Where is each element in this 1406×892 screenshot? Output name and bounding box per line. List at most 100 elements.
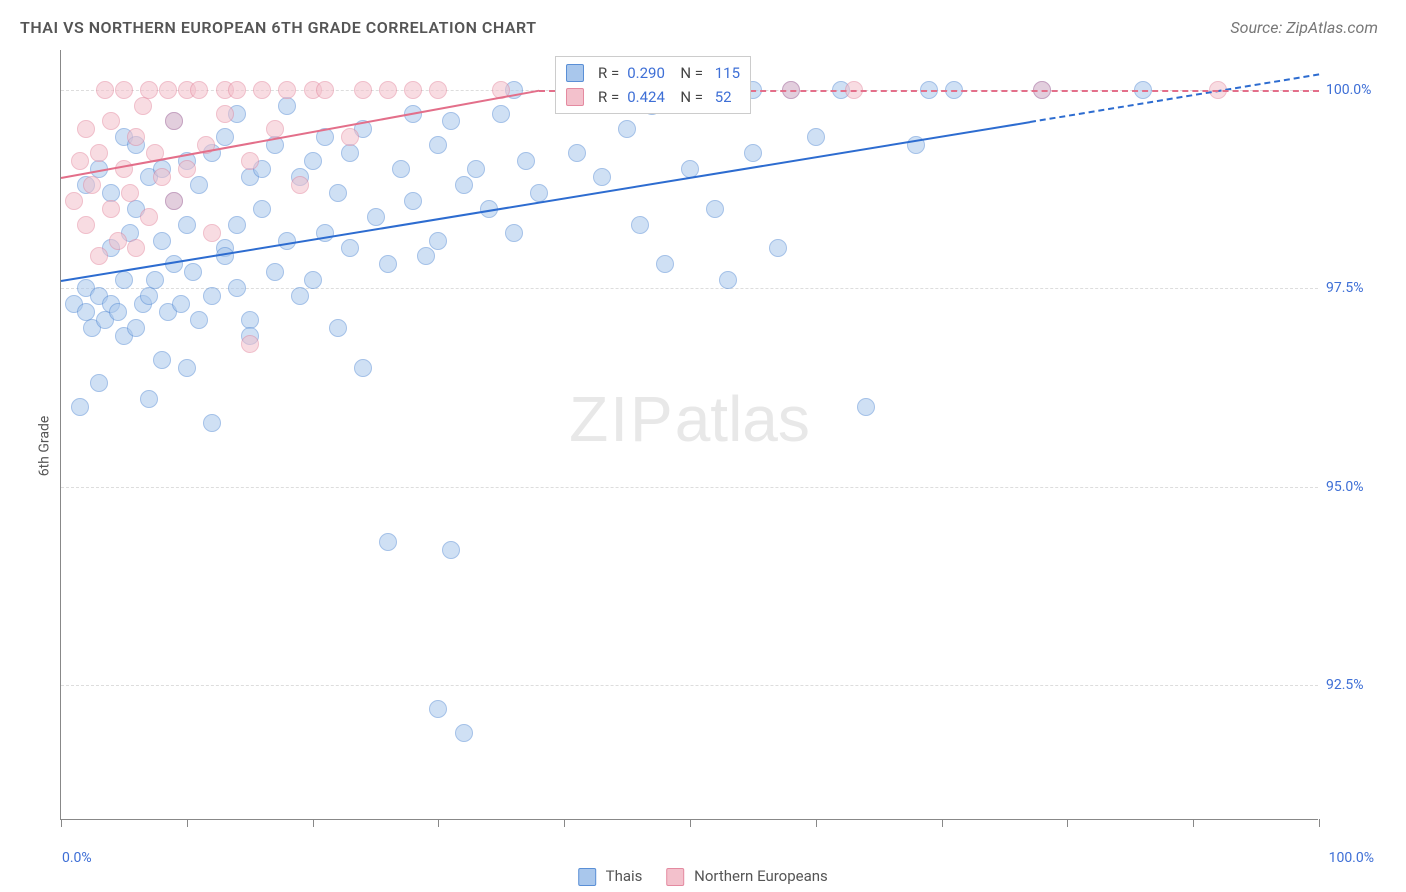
x-tick	[1193, 819, 1194, 827]
data-point	[65, 192, 83, 210]
data-point	[140, 390, 158, 408]
data-point	[442, 112, 460, 130]
data-point	[291, 287, 309, 305]
x-tick	[1319, 819, 1320, 827]
data-point	[404, 192, 422, 210]
data-point	[568, 144, 586, 162]
data-point	[109, 303, 127, 321]
data-point	[492, 105, 510, 123]
data-point	[71, 398, 89, 416]
data-point	[190, 176, 208, 194]
data-point	[278, 97, 296, 115]
data-point	[429, 232, 447, 250]
data-point	[127, 128, 145, 146]
data-point	[656, 255, 674, 273]
y-tick-label: 100.0%	[1326, 82, 1396, 98]
y-axis-label: 6th Grade	[36, 416, 52, 477]
data-point	[216, 247, 234, 265]
data-point	[719, 271, 737, 289]
data-point	[417, 247, 435, 265]
data-point	[253, 200, 271, 218]
data-point	[115, 81, 133, 99]
data-point	[90, 247, 108, 265]
x-tick	[564, 819, 565, 827]
data-point	[96, 81, 114, 99]
data-point	[134, 97, 152, 115]
data-point	[517, 152, 535, 170]
data-point	[178, 160, 196, 178]
data-point	[379, 81, 397, 99]
legend-swatch-icon	[666, 868, 684, 886]
data-point	[530, 184, 548, 202]
data-point	[121, 184, 139, 202]
data-point	[341, 144, 359, 162]
data-point	[706, 200, 724, 218]
data-point	[203, 287, 221, 305]
legend-label: Thais	[606, 867, 643, 885]
data-point	[77, 120, 95, 138]
stats-swatch-icon	[566, 88, 584, 106]
data-point	[278, 232, 296, 250]
plot-area: ZIPatlas 92.5%95.0%97.5%100.0%	[60, 50, 1318, 820]
data-point	[146, 271, 164, 289]
data-point	[83, 176, 101, 194]
x-tick	[816, 819, 817, 827]
x-tick	[942, 819, 943, 827]
data-point	[593, 168, 611, 186]
watermark: ZIPatlas	[569, 382, 810, 456]
x-axis-min-label: 0.0%	[62, 850, 92, 866]
data-point	[140, 287, 158, 305]
stats-n-value: 52	[711, 85, 732, 109]
legend-label: Northern Europeans	[694, 867, 828, 885]
data-point	[744, 144, 762, 162]
data-point	[266, 263, 284, 281]
legend-item-thais: Thais	[578, 867, 642, 886]
chart-container: THAI VS NORTHERN EUROPEAN 6TH GRADE CORR…	[0, 0, 1406, 892]
data-point	[354, 359, 372, 377]
data-point	[77, 216, 95, 234]
data-point	[631, 216, 649, 234]
data-point	[90, 374, 108, 392]
source-label: Source: ZipAtlas.com	[1230, 18, 1378, 37]
data-point	[184, 263, 202, 281]
data-point	[618, 120, 636, 138]
data-point	[216, 105, 234, 123]
data-point	[228, 81, 246, 99]
x-tick	[313, 819, 314, 827]
stats-row: R = 0.424 N = 52	[566, 85, 740, 109]
x-tick	[438, 819, 439, 827]
data-point	[455, 176, 473, 194]
data-point	[127, 319, 145, 337]
stats-r-label: R =	[598, 61, 619, 85]
data-point	[467, 160, 485, 178]
data-point	[203, 414, 221, 432]
data-point	[178, 359, 196, 377]
legend: Thais Northern Europeans	[578, 867, 828, 886]
data-point	[379, 255, 397, 273]
y-tick-label: 92.5%	[1326, 677, 1396, 693]
x-tick	[187, 819, 188, 827]
gridline	[61, 685, 1318, 686]
data-point	[102, 200, 120, 218]
stats-n-label: N =	[673, 85, 703, 109]
data-point	[354, 81, 372, 99]
data-point	[253, 81, 271, 99]
data-point	[228, 279, 246, 297]
data-point	[505, 224, 523, 242]
data-point	[153, 351, 171, 369]
data-point	[153, 232, 171, 250]
x-tick	[61, 819, 62, 827]
y-tick-label: 97.5%	[1326, 280, 1396, 296]
data-point	[203, 224, 221, 242]
data-point	[115, 160, 133, 178]
data-point	[165, 192, 183, 210]
stats-legend-box: R = 0.290 N = 115R = 0.424 N = 52	[555, 56, 751, 114]
x-axis-max-label: 100.0%	[1329, 850, 1374, 866]
stats-swatch-icon	[566, 64, 584, 82]
data-point	[153, 168, 171, 186]
data-point	[178, 216, 196, 234]
data-point	[341, 128, 359, 146]
data-point	[165, 112, 183, 130]
data-point	[316, 81, 334, 99]
data-point	[304, 271, 322, 289]
